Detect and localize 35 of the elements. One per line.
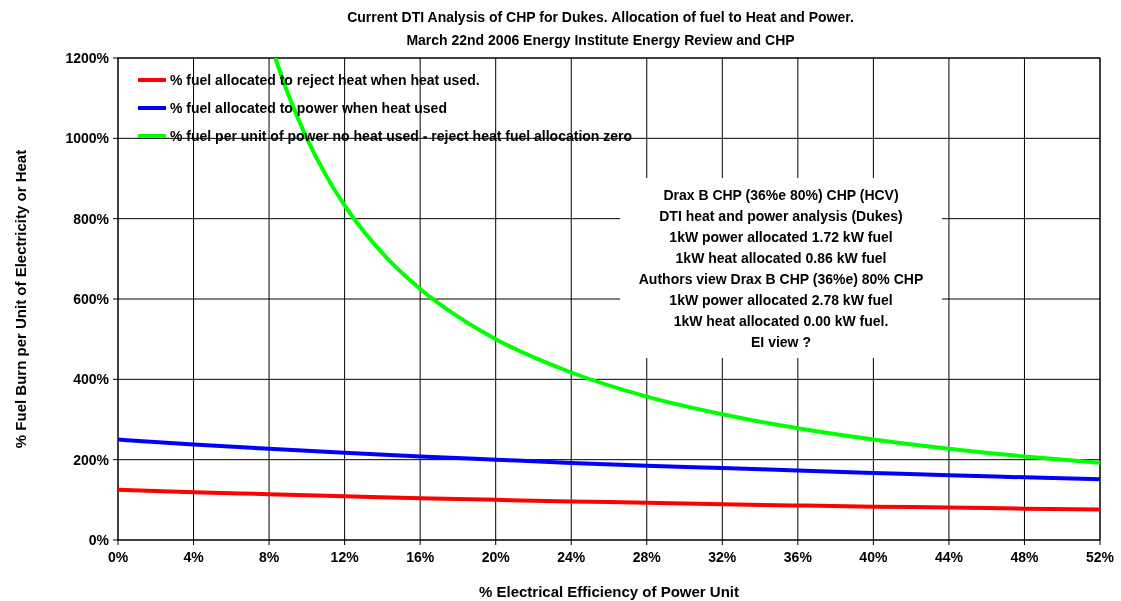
x-tick-label: 16%	[406, 549, 435, 565]
line-series	[273, 58, 1100, 465]
x-tick-label: 0%	[107, 549, 129, 565]
y-tick-label: 1000%	[65, 130, 110, 147]
y-tick-label: 0%	[88, 532, 110, 548]
x-tick-label: 8%	[258, 549, 280, 565]
y-tick-label: 800%	[73, 210, 110, 227]
x-tick-label: 4%	[183, 549, 205, 565]
y-tick-label: 600%	[73, 291, 110, 307]
x-tick-label: 12%	[330, 549, 360, 565]
chart-subtitle: March 22nd 2006 Energy Institute Energy Review and CHP	[406, 32, 795, 48]
x-tick-label: 36%	[783, 549, 813, 565]
annotation: 1kW heat allocated 0.86 kW fuel	[675, 250, 887, 266]
y-axis-title: % Fuel Burn per Unit of Electricity or Heat	[12, 149, 29, 449]
x-tick-label: 48%	[1010, 549, 1040, 565]
annotation: Drax B CHP (36%e 80%) CHP (HCV)	[663, 187, 899, 203]
x-tick-label: 32%	[708, 549, 737, 565]
line-series	[118, 487, 1100, 512]
x-tick-label: 40%	[859, 549, 888, 565]
x-axis-title: % Electrical Efficiency of Power Unit	[478, 583, 740, 600]
chart-title: Current DTI Analysis of CHP for Dukes. Allocation of fuel to Heat and Power.	[347, 9, 854, 25]
y-tick-label: 200%	[73, 451, 110, 468]
x-tick-label: 24%	[557, 549, 586, 565]
y-tick-label: 1200%	[65, 50, 110, 66]
annotation: 1kW power allocated 1.72 kW fuel	[669, 229, 893, 245]
annotation: 1kW power allocated 2.78 kW fuel	[669, 292, 893, 308]
annotation: Authors view Drax B CHP (36%e) 80% CHP	[638, 271, 924, 287]
y-tick-label: 400%	[73, 371, 110, 388]
x-tick-label: 28%	[632, 549, 662, 565]
annotation: 1kW heat allocated 0.00 kW fuel.	[673, 313, 889, 329]
annotation: DTI heat and power analysis (Dukes)	[659, 208, 903, 224]
x-tick-label: 52%	[1085, 549, 1115, 565]
x-tick-label: 44%	[934, 549, 964, 565]
annotation: EI view ?	[751, 334, 811, 350]
x-tick-label: 20%	[481, 549, 511, 565]
